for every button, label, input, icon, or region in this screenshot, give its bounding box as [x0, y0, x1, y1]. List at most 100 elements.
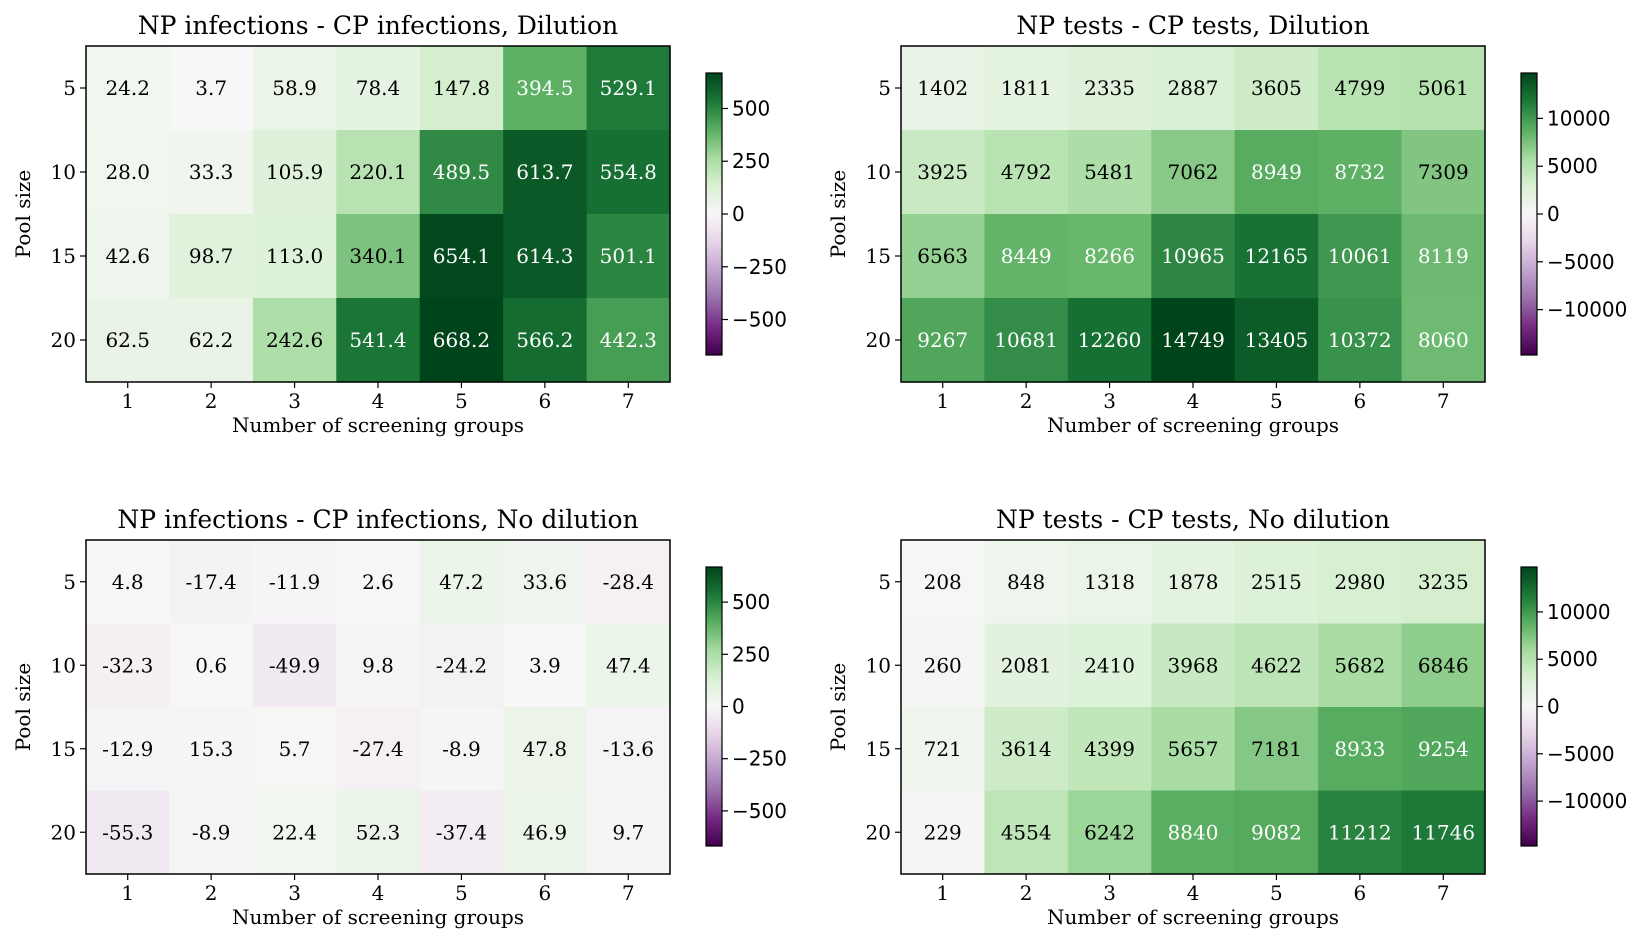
heatmap-cell	[901, 46, 986, 131]
heatmap-cell	[86, 623, 171, 708]
heatmap-cell	[901, 540, 986, 625]
heatmap-cell	[1318, 707, 1403, 792]
cell-label: 1402	[917, 76, 968, 100]
heatmap-cell	[1151, 790, 1236, 875]
heatmap-cell	[336, 214, 421, 299]
cell-label: 46.9	[523, 820, 568, 844]
y-axis-label: Pool size	[11, 663, 35, 752]
x-axis-label: Number of screening groups	[232, 413, 524, 437]
heatmap-cell	[252, 130, 337, 215]
heatmap-cell	[86, 790, 171, 875]
heatmap-cell	[503, 540, 588, 625]
heatmap-cell	[1151, 540, 1236, 625]
heatmap-cell	[419, 130, 504, 215]
heatmap-cell	[1151, 130, 1236, 215]
cell-label: -11.9	[269, 570, 320, 594]
heatmap-cell	[1151, 214, 1236, 299]
cell-label: 11746	[1411, 820, 1475, 844]
heatmap-cell	[86, 298, 171, 383]
cell-label: 2887	[1168, 76, 1219, 100]
x-tick-label: 6	[538, 389, 551, 413]
heatmap-cell	[1234, 623, 1319, 708]
cell-label: -37.4	[436, 820, 487, 844]
cell-label: -28.4	[603, 570, 654, 594]
colorbar-tick-label: −5000	[1547, 742, 1615, 766]
heatmap-cell	[1234, 214, 1319, 299]
chart-title: NP tests - CP tests, No dilution	[996, 505, 1390, 534]
cell-label: 501.1	[600, 244, 657, 268]
cell-label: 3925	[917, 160, 968, 184]
cell-label: 2980	[1334, 570, 1385, 594]
cell-label: 848	[1007, 570, 1045, 594]
heatmap-cell	[901, 214, 986, 299]
cell-label: 654.1	[433, 244, 490, 268]
heatmap-cell	[1401, 540, 1486, 625]
colorbar-tick-label: 0	[1547, 202, 1560, 226]
heatmap-cell	[503, 214, 588, 299]
heatmap-cell	[1318, 540, 1403, 625]
cell-label: 1318	[1084, 570, 1135, 594]
heatmap-cell	[252, 540, 337, 625]
cell-label: 147.8	[433, 76, 490, 100]
cell-label: 14749	[1161, 328, 1225, 352]
heatmap-cell	[503, 46, 588, 131]
heatmap-cell	[336, 623, 421, 708]
heatmap-cell	[586, 214, 671, 299]
chart-title: NP infections - CP infections, Dilution	[138, 11, 618, 40]
x-tick-label: 1	[936, 881, 949, 905]
heatmap-cell	[1067, 214, 1152, 299]
cell-label: 554.8	[600, 160, 657, 184]
cell-label: -13.6	[603, 737, 654, 761]
y-tick-label: 5	[63, 76, 76, 100]
heatmap-cell	[984, 130, 1069, 215]
cell-label: 24.2	[105, 76, 150, 100]
heatmap-cell	[901, 790, 986, 875]
heatmap-cell	[86, 130, 171, 215]
heatmap-cell	[901, 623, 986, 708]
colorbar-tick-label: −500	[732, 308, 787, 332]
heatmap-cell	[169, 623, 254, 708]
heatmap-cell	[1067, 540, 1152, 625]
cell-label: 5061	[1418, 76, 1469, 100]
heatmap-cell	[1067, 707, 1152, 792]
heatmap-cell	[86, 540, 171, 625]
cell-label: 9.7	[612, 820, 644, 844]
heatmap-cell	[586, 623, 671, 708]
cell-label: 22.4	[272, 820, 317, 844]
heatmap-cell	[1318, 623, 1403, 708]
cell-label: 489.5	[433, 160, 490, 184]
cell-label: 52.3	[356, 820, 401, 844]
cell-label: 42.6	[105, 244, 150, 268]
heatmap-cell	[1318, 214, 1403, 299]
x-tick-label: 6	[1353, 389, 1366, 413]
cell-label: -49.9	[269, 653, 320, 677]
heatmap-cell	[984, 707, 1069, 792]
x-axis-label: Number of screening groups	[232, 905, 524, 929]
heatmap-cell	[252, 298, 337, 383]
colorbar-tick-label: −500	[732, 799, 787, 823]
cell-label: 8449	[1001, 244, 1052, 268]
chart-title: NP tests - CP tests, Dilution	[1016, 11, 1369, 40]
x-tick-label: 7	[622, 389, 635, 413]
y-tick-label: 10	[866, 160, 891, 184]
cell-label: 3235	[1418, 570, 1469, 594]
heatmap-cell	[336, 298, 421, 383]
heatmap-cell	[1151, 298, 1236, 383]
x-tick-label: 1	[121, 881, 134, 905]
y-tick-label: 20	[866, 820, 891, 844]
cell-label: 7309	[1418, 160, 1469, 184]
heatmap-cell	[984, 46, 1069, 131]
cell-label: 5657	[1168, 737, 1219, 761]
cell-label: 6846	[1418, 653, 1469, 677]
cell-label: 5481	[1084, 160, 1135, 184]
cell-label: 10965	[1161, 244, 1225, 268]
cell-label: 2515	[1251, 570, 1302, 594]
heatmap-cell	[252, 214, 337, 299]
y-axis-label: Pool size	[826, 663, 850, 752]
heatmap-cell	[252, 790, 337, 875]
heatmap-cell	[169, 298, 254, 383]
cell-label: 33.6	[523, 570, 568, 594]
heatmap-cell	[1067, 623, 1152, 708]
heatmap-cell	[252, 623, 337, 708]
